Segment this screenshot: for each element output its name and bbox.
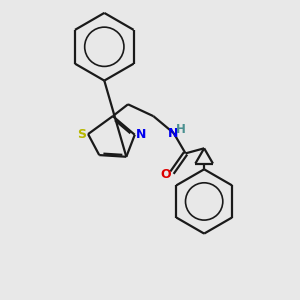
Text: O: O bbox=[160, 168, 171, 181]
Text: N: N bbox=[168, 127, 178, 140]
Text: N: N bbox=[136, 128, 146, 141]
Text: H: H bbox=[176, 123, 186, 136]
Text: S: S bbox=[77, 128, 86, 141]
